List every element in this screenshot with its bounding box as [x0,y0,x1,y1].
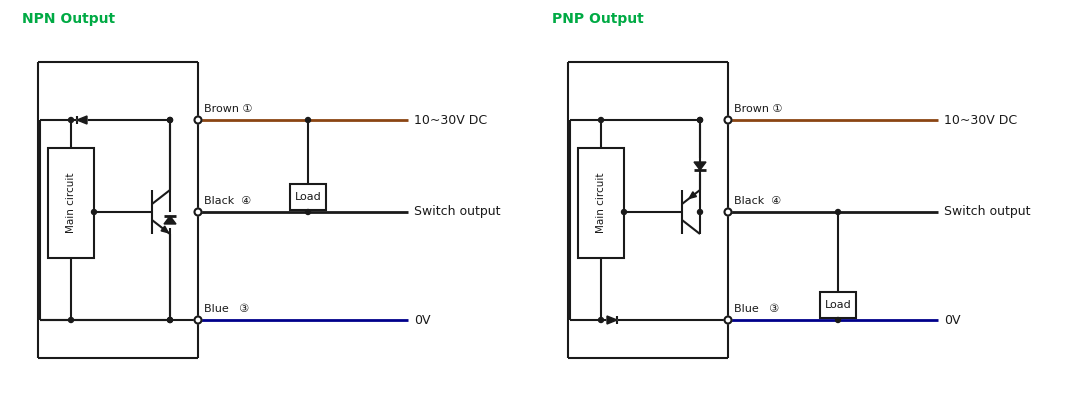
Circle shape [835,318,841,323]
Circle shape [305,118,311,123]
Circle shape [724,317,732,323]
Circle shape [168,118,173,123]
Text: Switch output: Switch output [944,205,1031,218]
Text: Blue   ③: Blue ③ [204,304,249,314]
Text: Black  ④: Black ④ [734,196,782,206]
Polygon shape [607,316,617,324]
Polygon shape [161,226,169,233]
Circle shape [622,210,627,215]
Text: NPN Output: NPN Output [22,12,115,26]
Text: Black  ④: Black ④ [204,196,251,206]
Circle shape [697,118,703,123]
Circle shape [724,116,732,123]
Polygon shape [77,116,87,124]
Circle shape [92,210,96,215]
Circle shape [598,318,603,323]
Circle shape [194,208,202,215]
Text: Brown ①: Brown ① [204,104,252,114]
Text: Load: Load [295,192,321,202]
Text: Brown ①: Brown ① [734,104,783,114]
Text: 10~30V DC: 10~30V DC [414,113,487,126]
Bar [578,148,624,258]
Circle shape [724,208,732,215]
Circle shape [305,210,311,215]
Polygon shape [689,192,696,198]
Circle shape [598,118,603,123]
Text: Blue   ③: Blue ③ [734,304,780,314]
Circle shape [68,318,74,323]
Text: 10~30V DC: 10~30V DC [944,113,1017,126]
Text: Main circuit: Main circuit [66,173,76,233]
Text: Switch output: Switch output [414,205,501,218]
Circle shape [194,317,202,323]
Bar [48,148,94,258]
Text: Main circuit: Main circuit [596,173,606,233]
Circle shape [168,318,173,323]
Circle shape [194,116,202,123]
Text: 0V: 0V [414,313,430,326]
Circle shape [168,318,173,323]
Circle shape [697,118,703,123]
Polygon shape [164,216,176,224]
Bar [820,292,855,318]
Circle shape [697,210,703,215]
Circle shape [68,118,74,123]
Bar [290,184,326,210]
Circle shape [168,118,173,123]
Polygon shape [77,116,87,124]
Polygon shape [694,162,706,170]
Text: PNP Output: PNP Output [552,12,644,26]
Polygon shape [607,316,617,324]
Text: Load: Load [824,300,851,310]
Circle shape [835,210,841,215]
Text: 0V: 0V [944,313,960,326]
